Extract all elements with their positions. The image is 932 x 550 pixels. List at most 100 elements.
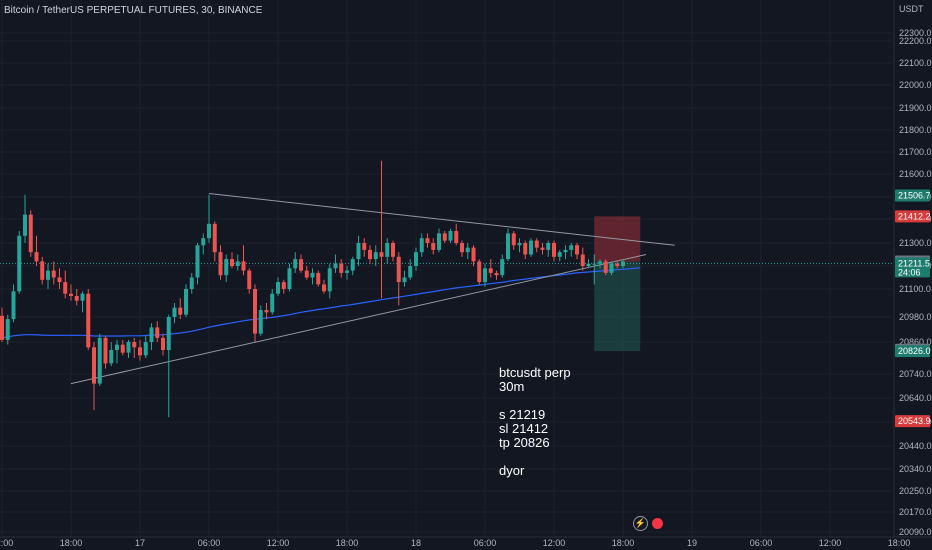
candle <box>345 266 349 280</box>
time-axis[interactable]: 12:00 18:00 17 06:00 12:00 18:00 18 06:00 12:00 1… <box>0 536 932 550</box>
candle <box>603 259 608 276</box>
y-tick-label: 20090.0 <box>899 527 932 537</box>
candle <box>391 240 395 262</box>
time-axis-bg <box>0 537 932 550</box>
trendlines[interactable] <box>70 193 675 385</box>
candle <box>546 240 551 257</box>
candle <box>408 259 413 280</box>
candle <box>184 284 188 317</box>
svg-text:24:06: 24:06 <box>898 267 921 277</box>
candle <box>373 245 378 266</box>
flag-icon[interactable] <box>650 516 665 531</box>
lightning-icon[interactable]: ⚡ <box>633 516 648 531</box>
candle <box>224 254 229 283</box>
candle <box>511 231 516 250</box>
chart-grid <box>0 0 900 537</box>
candle <box>322 279 326 294</box>
x-tick-label: 12:00 <box>267 538 290 548</box>
candle <box>615 261 620 269</box>
candle <box>86 289 91 350</box>
candle <box>500 254 505 278</box>
candle <box>419 233 424 257</box>
x-tick-label: 18:00 <box>336 538 359 548</box>
trendline-upper <box>208 193 675 246</box>
candle <box>195 243 200 285</box>
candle <box>580 247 585 271</box>
candle <box>379 160 384 299</box>
candle <box>17 231 22 294</box>
candle <box>109 342 114 366</box>
candle <box>247 268 252 294</box>
candle <box>143 335 148 358</box>
candle <box>57 268 62 289</box>
candle <box>0 307 4 342</box>
y-tick-label: 22200.0 <box>899 36 932 46</box>
candle <box>431 238 436 255</box>
x-tick-label: 17 <box>135 538 145 548</box>
trendline-lower <box>70 254 647 385</box>
svg-text:20826.0: 20826.0 <box>898 346 931 356</box>
candle <box>28 210 33 257</box>
candle <box>454 223 459 246</box>
candle <box>442 231 447 243</box>
candle <box>276 277 280 296</box>
moving-average-line <box>1 267 641 339</box>
candle <box>569 243 574 257</box>
svg-text:21211.5: 21211.5 <box>898 258 930 268</box>
candle <box>396 252 401 306</box>
candle <box>448 228 453 243</box>
candle <box>304 266 309 280</box>
y-tick-label: 22100.0 <box>899 58 932 68</box>
candle <box>471 245 476 266</box>
candle <box>488 259 493 278</box>
price-labels: 21506.721412.221219.521211.524:0620831.0… <box>895 189 931 428</box>
candle <box>425 233 430 248</box>
candle <box>609 261 614 276</box>
y-tick-label: 22300.0 <box>899 28 932 38</box>
svg-text:21412.2: 21412.2 <box>898 211 931 221</box>
y-tick-label: 22000.0 <box>899 80 932 90</box>
y-tick-label: 20250.0 <box>899 486 932 496</box>
candle <box>477 259 482 285</box>
y-tick-label: 21700.0 <box>899 147 932 157</box>
price-tag: 20826.0 <box>895 345 931 358</box>
candle <box>97 333 102 386</box>
candle <box>5 314 10 345</box>
x-tick-label: 19 <box>687 538 697 548</box>
y-tick-label: 20740.0 <box>899 369 932 379</box>
candle <box>40 256 45 285</box>
candle <box>327 263 332 299</box>
candle <box>483 263 487 287</box>
y-tick-label: 20640.0 <box>899 393 932 403</box>
candle <box>563 245 568 260</box>
candle <box>523 240 528 260</box>
price-tag: 21412.2 <box>895 210 931 223</box>
y-tick-label: 21900.0 <box>899 103 932 113</box>
candle <box>316 270 321 287</box>
price-tag: 20543.9 <box>895 415 931 428</box>
candle <box>178 298 183 320</box>
candle <box>494 270 499 280</box>
x-tick-label: 06:00 <box>198 538 221 548</box>
candle <box>414 247 418 271</box>
candle <box>212 221 217 262</box>
candle <box>201 233 206 255</box>
candle <box>258 305 263 336</box>
candle <box>281 279 286 294</box>
x-tick-label: 18 <box>411 538 421 548</box>
candle <box>557 249 562 262</box>
candle <box>437 228 441 253</box>
y-tick-label: 20440.0 <box>899 441 932 451</box>
candle <box>138 339 142 361</box>
candle <box>34 235 39 266</box>
candle <box>92 342 96 410</box>
candle <box>385 238 390 264</box>
candle <box>46 263 50 289</box>
candlestick-series <box>0 160 625 418</box>
position-tool[interactable] <box>0 216 893 352</box>
svg-text:21506.7: 21506.7 <box>898 190 931 200</box>
candle <box>310 268 315 285</box>
candle <box>120 339 125 356</box>
candle <box>356 235 361 266</box>
